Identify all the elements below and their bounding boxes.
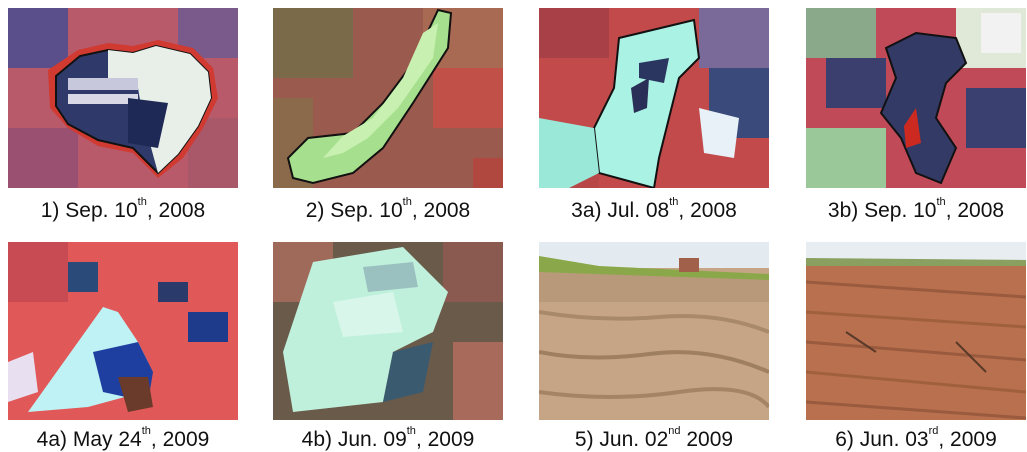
caption-4a: 4a) May 24th, 2009: [36, 425, 210, 452]
caption-6: 6) Jun. 03rd, 2009: [835, 425, 997, 452]
caption-3a: 3a) Jul. 08th, 2008: [571, 196, 737, 223]
caption-2: 2) Sep. 10th, 2008: [305, 196, 471, 223]
satellite-image-4b: [273, 242, 503, 420]
field-photo-6: [806, 242, 1026, 420]
field-photo-5: [539, 242, 769, 420]
satellite-image-1: [8, 8, 238, 188]
caption-3b: 3b) Sep. 10th, 2008: [827, 196, 1005, 223]
satellite-image-4a: [8, 242, 238, 420]
caption-4b: 4b) Jun. 09th, 2009: [301, 425, 475, 452]
satellite-image-3b: [806, 8, 1026, 188]
caption-1: 1) Sep. 10th, 2008: [40, 196, 206, 223]
caption-5: 5) Jun. 02nd 2009: [574, 425, 734, 452]
satellite-image-2: [273, 8, 503, 188]
satellite-image-3a: [539, 8, 769, 188]
